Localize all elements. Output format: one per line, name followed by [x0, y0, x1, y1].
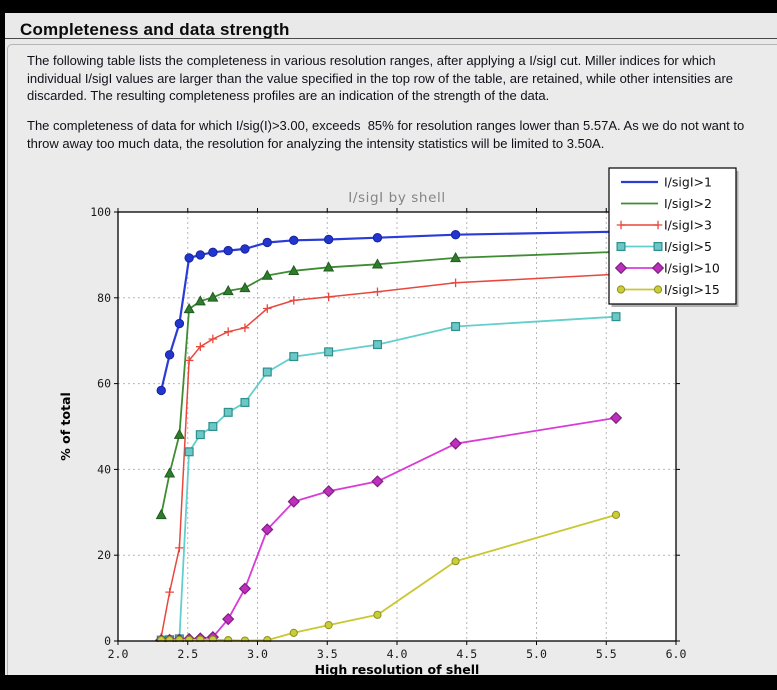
series-I/sigI>1: [156, 227, 621, 396]
y-axis-label: % of total: [58, 392, 73, 461]
svg-text:I/sigI>10: I/sigI>10: [664, 261, 720, 276]
legend-item-I/sigI>2: I/sigI>2: [621, 196, 712, 211]
svg-text:5.0: 5.0: [526, 647, 547, 661]
svg-text:6.0: 6.0: [666, 647, 687, 661]
legend-item-I/sigI>15: I/sigI>15: [616, 282, 720, 297]
svg-text:I/sigI>3: I/sigI>3: [664, 218, 712, 233]
legend-item-I/sigI>3: I/sigI>3: [616, 218, 712, 233]
content-panel: Completeness and data strength The follo…: [5, 13, 777, 675]
axis-ticks: [114, 208, 680, 645]
series-I/sigI>3: [156, 269, 621, 642]
svg-text:I/sigI>5: I/sigI>5: [664, 239, 712, 254]
gridlines: [118, 212, 676, 641]
svg-text:4.0: 4.0: [387, 647, 408, 661]
chart-legend: I/sigI>1 I/sigI>2 I/sigI>3 I/sigI>5 I/sigI>1…: [608, 167, 739, 307]
intro-paragraph-1: The following table lists the completene…: [27, 53, 737, 103]
svg-text:2.0: 2.0: [108, 647, 129, 661]
x-tick-labels: 2.0 2.5 3.0 3.5 4.0 4.5 5.0 5.5 6.0: [108, 647, 687, 661]
svg-text:20: 20: [97, 548, 111, 562]
title-separator: [5, 38, 777, 39]
svg-text:2.5: 2.5: [177, 647, 198, 661]
legend-item-I/sigI>1: I/sigI>1: [621, 175, 712, 190]
svg-text:60: 60: [97, 377, 111, 391]
svg-text:5.5: 5.5: [596, 647, 617, 661]
y-tick-labels: 0 20 40 60 80 100: [90, 205, 111, 648]
svg-text:I/sigI>1: I/sigI>1: [664, 175, 712, 190]
svg-text:I/sigI>2: I/sigI>2: [664, 196, 712, 211]
chart-canvas: 2.0 2.5 3.0 3.5 4.0 4.5 5.0 5.5 6.0 0 20 40 60 80 100 I…: [58, 167, 739, 675]
chart-title: I/sigI by shell: [348, 190, 445, 206]
completeness-chart: 2.0 2.5 3.0 3.5 4.0 4.5 5.0 5.5 6.0 0 20 40 60 80 100 I…: [40, 160, 756, 675]
page-title: Completeness and data strength: [20, 20, 290, 39]
legend-item-I/sigI>10: I/sigI>10: [614, 261, 720, 276]
svg-text:100: 100: [90, 205, 111, 219]
svg-text:3.5: 3.5: [317, 647, 338, 661]
svg-text:40: 40: [97, 462, 111, 476]
plot-background: [118, 212, 676, 641]
legend-item-I/sigI>5: I/sigI>5: [616, 239, 712, 254]
x-axis-label: High resolution of shell: [315, 662, 480, 675]
svg-text:80: 80: [97, 291, 111, 305]
svg-text:4.5: 4.5: [456, 647, 477, 661]
svg-text:I/sigI>15: I/sigI>15: [664, 282, 720, 297]
svg-text:3.0: 3.0: [247, 647, 268, 661]
intro-paragraph-2: The completeness of data for which I/sig…: [27, 118, 748, 151]
svg-text:0: 0: [104, 634, 111, 648]
series-I/sigI>2: [155, 245, 622, 520]
